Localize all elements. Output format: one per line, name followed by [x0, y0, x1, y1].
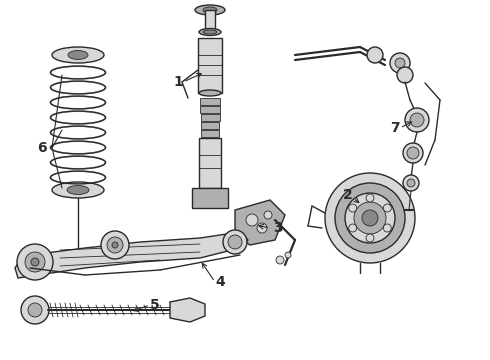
Bar [199, 138, 221, 188]
Circle shape [390, 53, 410, 73]
Circle shape [366, 194, 374, 202]
Circle shape [354, 202, 386, 234]
Text: 6: 6 [37, 141, 47, 155]
Text: 7: 7 [390, 121, 400, 135]
Circle shape [407, 179, 415, 187]
Circle shape [410, 113, 424, 127]
Circle shape [228, 235, 242, 249]
Circle shape [264, 211, 272, 219]
Bar [201, 122, 219, 129]
Circle shape [276, 256, 284, 264]
Circle shape [28, 303, 42, 317]
Bar [200, 106, 220, 113]
Ellipse shape [52, 182, 104, 198]
Ellipse shape [203, 7, 217, 13]
Text: 2: 2 [343, 188, 353, 202]
Ellipse shape [199, 28, 221, 36]
Bar [201, 130, 219, 137]
Circle shape [405, 108, 429, 132]
Circle shape [285, 252, 291, 258]
Bar [198, 38, 222, 93]
Circle shape [403, 143, 423, 163]
Circle shape [395, 58, 405, 68]
Ellipse shape [203, 30, 217, 34]
Bar [200, 114, 220, 121]
Circle shape [383, 224, 392, 232]
Circle shape [349, 224, 357, 232]
Circle shape [257, 223, 267, 233]
Circle shape [112, 242, 118, 248]
Circle shape [349, 204, 357, 212]
Ellipse shape [52, 47, 104, 63]
Ellipse shape [195, 5, 225, 15]
Circle shape [383, 204, 392, 212]
Circle shape [362, 210, 378, 226]
Circle shape [407, 147, 419, 159]
Circle shape [223, 230, 247, 254]
Circle shape [335, 183, 405, 253]
Circle shape [21, 296, 49, 324]
Circle shape [367, 47, 383, 63]
Bar [200, 98, 220, 105]
Circle shape [107, 237, 123, 253]
Text: 3: 3 [273, 221, 283, 235]
Circle shape [101, 231, 129, 259]
Circle shape [246, 214, 258, 226]
Circle shape [397, 67, 413, 83]
Text: 4: 4 [215, 275, 225, 289]
Circle shape [403, 175, 419, 191]
Bar [205, 10, 215, 32]
Ellipse shape [67, 185, 89, 194]
Polygon shape [170, 298, 205, 322]
Circle shape [31, 258, 39, 266]
Text: 5: 5 [150, 298, 160, 312]
Circle shape [325, 173, 415, 263]
Polygon shape [15, 232, 248, 278]
Circle shape [345, 193, 395, 243]
Text: 1: 1 [173, 75, 183, 89]
Ellipse shape [199, 90, 221, 96]
Circle shape [366, 234, 374, 242]
Circle shape [17, 244, 53, 280]
Circle shape [25, 252, 45, 272]
Polygon shape [235, 200, 285, 245]
Bar [192, 188, 228, 208]
Ellipse shape [68, 50, 88, 59]
